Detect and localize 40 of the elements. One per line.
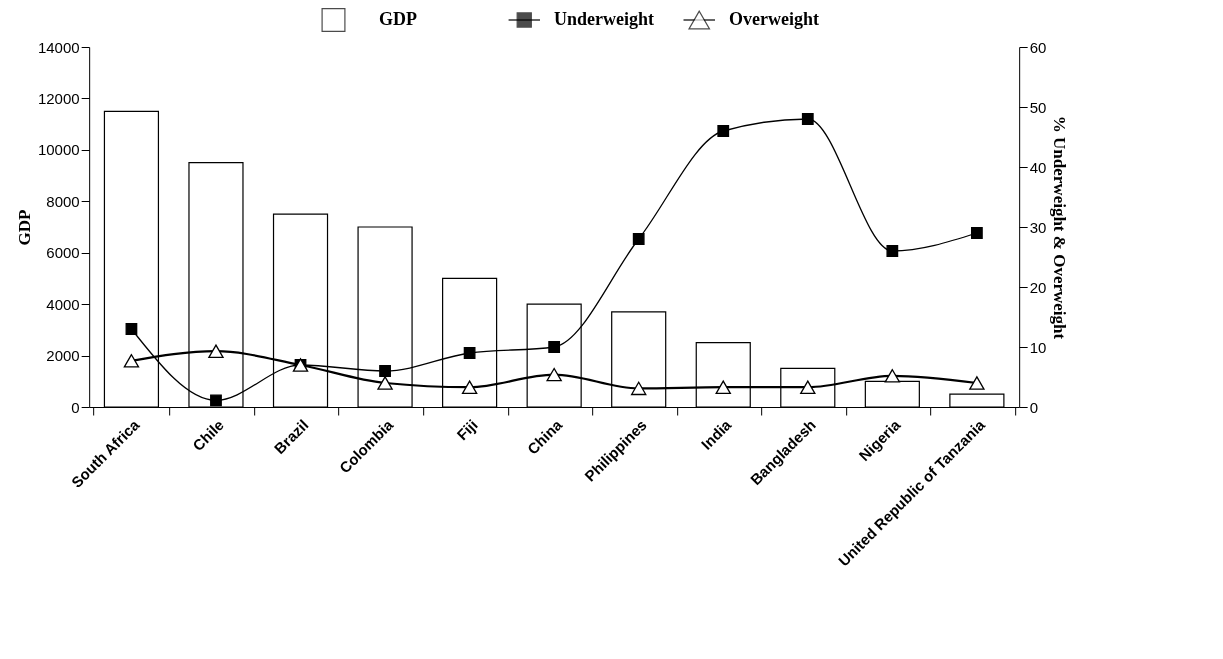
point	[801, 113, 814, 125]
point	[548, 341, 561, 353]
y-tick-label: 12000	[37, 89, 80, 107]
legend-label: GDP	[379, 9, 417, 29]
y-tick-label: 14000	[37, 38, 80, 56]
y2-tick-label: 60	[1029, 38, 1047, 56]
y-tick-label: 2000	[46, 347, 80, 365]
point	[208, 344, 224, 358]
y-tick-label: 8000	[46, 192, 80, 210]
y2-tick-label: 40	[1029, 158, 1047, 176]
point	[123, 354, 140, 368]
point	[379, 365, 391, 377]
point	[463, 347, 476, 359]
y2-tick-label: 10	[1029, 338, 1047, 356]
point	[970, 227, 983, 239]
point	[377, 376, 393, 390]
y2-tick-label: 30	[1029, 218, 1047, 236]
y2-axis-title: % Underweight & Overweight	[1050, 115, 1070, 340]
point	[630, 381, 647, 396]
y-axis-title: GDP	[14, 209, 34, 246]
point	[715, 380, 731, 394]
legend-label: Underweight	[554, 9, 654, 29]
y2-tick-label: 50	[1029, 98, 1047, 116]
x-tick-label: Fiji	[453, 416, 481, 444]
point	[546, 367, 562, 382]
point	[461, 380, 478, 394]
point	[884, 369, 901, 383]
y-tick-label: 6000	[46, 244, 80, 262]
point	[717, 125, 730, 137]
y-tick-label: 4000	[46, 295, 80, 313]
y-tick-label: 0	[71, 398, 80, 416]
point	[632, 233, 645, 245]
y2-tick-label: 20	[1029, 278, 1047, 296]
point	[886, 245, 899, 257]
point	[969, 376, 985, 390]
legend-label: Overweight	[729, 9, 819, 29]
y-tick-label: 10000	[37, 141, 80, 159]
point	[125, 323, 138, 335]
point	[210, 394, 222, 407]
y2-tick-label: 0	[1029, 398, 1038, 416]
